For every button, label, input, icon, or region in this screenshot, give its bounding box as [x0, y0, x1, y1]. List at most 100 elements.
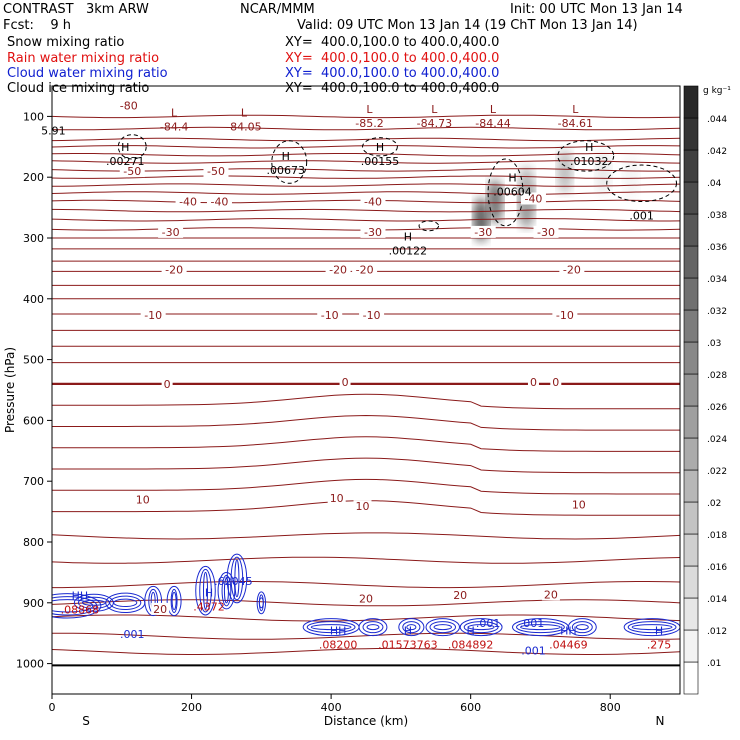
extremum-value: 5.91	[41, 125, 66, 138]
extremum-value: .4372	[193, 601, 225, 614]
extremum-value: .084892	[448, 638, 494, 651]
colorbar-bin	[683, 309, 699, 343]
extremum-value: .001	[120, 628, 145, 641]
temperature-contour	[52, 168, 680, 172]
cloud-ice-contour	[362, 137, 398, 157]
cloud-water-contour	[398, 618, 425, 637]
y-tick-label: 100	[23, 110, 44, 123]
colorbar-bin	[683, 341, 699, 375]
temperature-contour	[52, 436, 680, 452]
fcst-label: Fcst: 9 h	[3, 18, 72, 33]
extremum-marker: L	[490, 103, 497, 116]
extremum-value: .08200	[319, 638, 358, 651]
temperature-label-bg	[352, 263, 378, 276]
temperature-label-bg	[116, 99, 142, 112]
temperature-label: -30	[364, 226, 382, 239]
extremum-value: .00155	[361, 155, 400, 168]
colorbar-tick-label: .022	[707, 467, 727, 477]
y-tick-label: 700	[23, 475, 44, 488]
extremum-marker: H	[282, 150, 290, 163]
colorbar-tick-label: .042	[707, 147, 727, 157]
org-label: NCAR/MMM	[240, 2, 315, 17]
colorbar-tick-label: .014	[707, 595, 727, 605]
x-tick-label: 600	[460, 701, 481, 714]
temperature-label: 10	[330, 492, 344, 505]
temperature-label: -20	[329, 264, 347, 277]
extremum-marker: H	[404, 230, 412, 243]
colorbar-bin	[683, 565, 699, 599]
y-tick-label: 500	[23, 354, 44, 367]
cloud-water-contour	[113, 598, 138, 608]
colorbar-bin	[683, 245, 699, 279]
cloud-water-contour	[256, 591, 267, 615]
temperature-label: -50	[123, 165, 141, 178]
x-tick-label: 800	[600, 701, 621, 714]
temperature-contour	[52, 581, 680, 589]
y-tick-label: 900	[23, 597, 44, 610]
field-cloud-ice-label: Cloud ice mixing ratio	[7, 81, 150, 96]
temperature-label-bg	[206, 195, 232, 208]
temperature-label-bg	[317, 309, 343, 322]
y-tick-label: 1000	[16, 658, 44, 671]
temperature-label-bg	[133, 493, 152, 506]
cloud-water-contour	[217, 571, 236, 610]
temperature-label: -40	[210, 196, 228, 209]
snow-shading	[556, 149, 573, 194]
temperature-label: -20	[563, 264, 581, 277]
x-end-label-north: N	[656, 714, 665, 728]
cloud-water-contour	[575, 624, 589, 631]
extremum-value: .001	[629, 210, 654, 223]
cloud-water-contour	[109, 595, 142, 611]
field-cloud-ice-xy: XY= 400.0,100.0 to 400.0,400.0	[285, 81, 500, 96]
temperature-label: 0	[552, 376, 559, 389]
temperature-label-bg	[175, 195, 201, 208]
temperature-label-bg	[151, 602, 170, 615]
cloud-water-contour	[234, 559, 240, 598]
temperature-label: 0	[164, 378, 171, 391]
colorbar-tick-label: .028	[707, 371, 727, 381]
colorbar-tick-label: .024	[707, 435, 727, 445]
cloud-water-contour	[195, 565, 216, 616]
colorbar-bin	[683, 405, 699, 439]
temperature-label-bg	[140, 309, 166, 322]
temperature-label-bg	[339, 376, 351, 389]
colorbar-tick-label: .036	[707, 243, 727, 253]
colorbar-bin	[683, 469, 699, 503]
temperature-label: -10	[321, 309, 339, 322]
field-rain-xy: XY= 400.0,100.0 to 400.0,400.0	[285, 51, 500, 66]
colorbar-bin	[683, 533, 699, 567]
cloud-water-contour	[52, 593, 102, 619]
colorbar-tick-label: .038	[707, 211, 727, 221]
temperature-contour	[52, 614, 680, 622]
temperature-contour	[52, 599, 680, 607]
temperature-label-bg	[119, 165, 145, 178]
cloud-water-contour	[170, 588, 178, 614]
cloud-water-contour	[199, 568, 212, 613]
colorbar-tick-label: .026	[707, 403, 727, 413]
colorbar-bin	[683, 213, 699, 247]
valid-label: Valid: 09 UTC Mon 13 Jan 14 (19 ChT Mon …	[297, 18, 638, 33]
extremum-marker: H	[508, 171, 516, 184]
colorbar-bin	[683, 661, 699, 695]
temperature-label-bg	[161, 377, 173, 390]
temperature-label-bg	[533, 225, 559, 238]
extremum-marker: H	[404, 624, 412, 637]
cloud-water-contour	[171, 591, 177, 611]
temperature-contour	[52, 532, 680, 540]
colorbar-bin	[683, 85, 699, 119]
extremum-value: .08868	[61, 604, 100, 617]
cloud-ice-contour	[606, 164, 678, 203]
colorbar-bin	[683, 117, 699, 151]
cloud-water-contour	[52, 599, 94, 613]
temperature-label: -50	[207, 165, 225, 178]
x-axis-label: Distance (km)	[324, 714, 408, 728]
colorbar-bin	[683, 149, 699, 183]
temperature-contour	[52, 457, 680, 474]
temperature-label: -40	[524, 192, 542, 205]
cloud-water-contour	[459, 618, 503, 637]
extremum-marker: L	[572, 103, 579, 116]
temperature-label: -10	[556, 309, 574, 322]
temperature-contour	[52, 175, 680, 179]
temperature-label-bg	[353, 500, 372, 513]
